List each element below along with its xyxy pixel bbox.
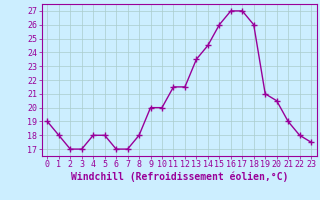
- X-axis label: Windchill (Refroidissement éolien,°C): Windchill (Refroidissement éolien,°C): [70, 172, 288, 182]
